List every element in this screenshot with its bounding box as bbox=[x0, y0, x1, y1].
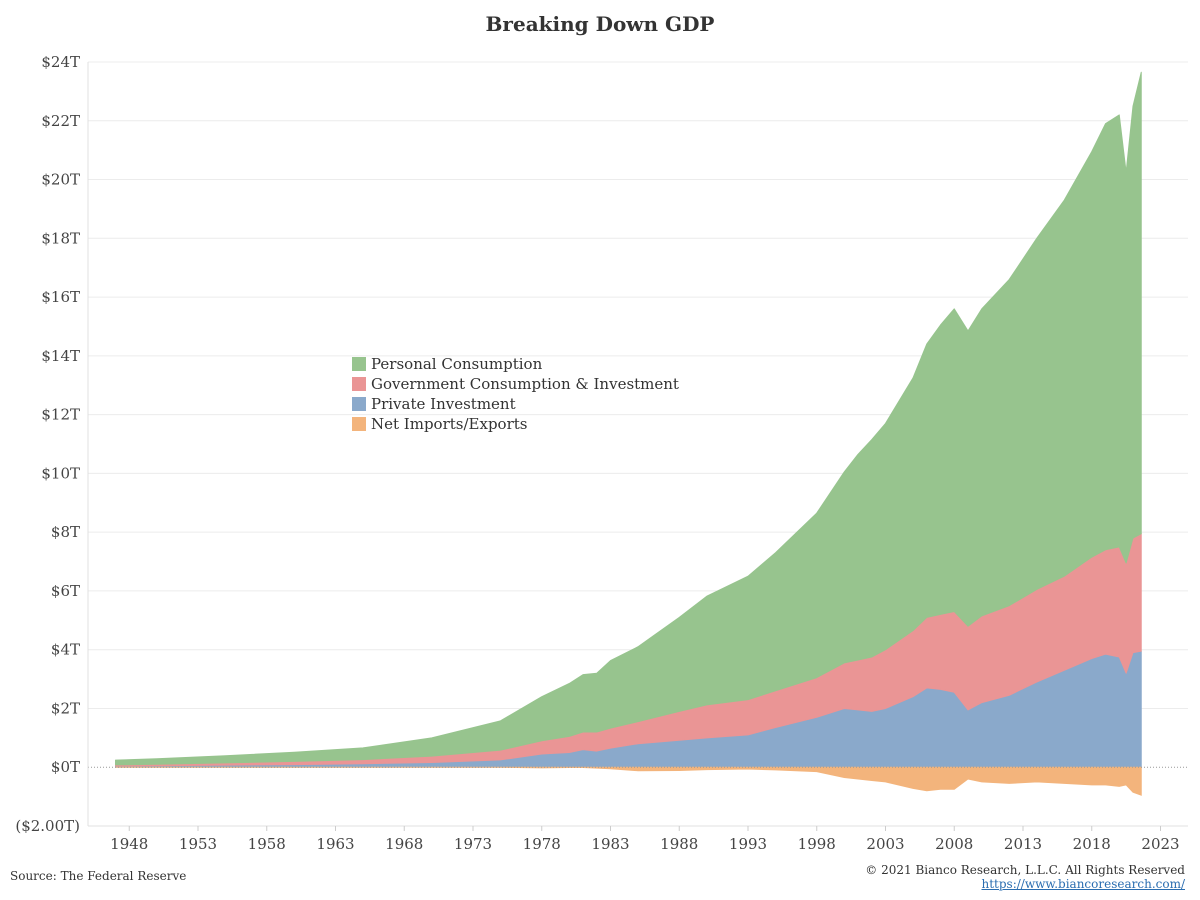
y-axis: ($2.00T) $0T $2T $4T $6T $8T $10T $12T $14T $16T $… bbox=[15, 53, 89, 835]
x-tick-label: 1988 bbox=[660, 835, 698, 853]
x-tick-label: 1973 bbox=[454, 835, 492, 853]
x-tick-label: 1948 bbox=[110, 835, 148, 853]
y-tick-label: ($2.00T) bbox=[15, 817, 80, 835]
y-tick-label: $20T bbox=[41, 171, 80, 189]
legend-item-net-exports: Net Imports/Exports bbox=[352, 414, 679, 434]
x-tick-label: 1968 bbox=[385, 835, 423, 853]
source-note: Source: The Federal Reserve bbox=[10, 869, 187, 883]
y-tick-label: $4T bbox=[51, 641, 80, 659]
legend-label: Government Consumption & Investment bbox=[371, 375, 679, 393]
y-tick-label: $12T bbox=[41, 406, 80, 424]
x-tick-label: 2008 bbox=[935, 835, 973, 853]
y-tick-label: $18T bbox=[41, 229, 80, 247]
legend-swatch bbox=[352, 377, 366, 391]
legend-item-government: Government Consumption & Investment bbox=[352, 374, 679, 394]
y-tick-label: $16T bbox=[41, 288, 80, 306]
legend-swatch bbox=[352, 357, 366, 371]
legend-label: Personal Consumption bbox=[371, 355, 543, 373]
x-tick-label: 1998 bbox=[798, 835, 836, 853]
legend-swatch bbox=[352, 417, 366, 431]
y-tick-label: $10T bbox=[41, 464, 80, 482]
x-tick-label: 2003 bbox=[866, 835, 904, 853]
legend-item-personal-consumption: Personal Consumption bbox=[352, 354, 679, 374]
legend-swatch bbox=[352, 397, 366, 411]
x-tick-label: 2013 bbox=[1004, 835, 1042, 853]
x-tick-label: 1958 bbox=[248, 835, 286, 853]
copyright-block: © 2021 Bianco Research, L.L.C. All Right… bbox=[865, 863, 1185, 891]
area-net-imports-exports bbox=[115, 766, 1142, 796]
y-tick-label: $8T bbox=[51, 523, 80, 541]
website-link[interactable]: https://www.biancoresearch.com/ bbox=[981, 877, 1185, 891]
x-tick-label: 2018 bbox=[1073, 835, 1111, 853]
y-tick-label: $6T bbox=[51, 582, 80, 600]
legend-item-private-investment: Private Investment bbox=[352, 394, 679, 414]
y-tick-label: $22T bbox=[41, 112, 80, 130]
legend-label: Net Imports/Exports bbox=[371, 415, 528, 433]
x-tick-label: 1963 bbox=[316, 835, 354, 853]
x-tick-label: 1993 bbox=[729, 835, 767, 853]
chart-title: Breaking Down GDP bbox=[485, 12, 715, 36]
x-tick-label: 1953 bbox=[179, 835, 217, 853]
y-tick-label: $24T bbox=[41, 53, 80, 71]
x-tick-label: 1983 bbox=[591, 835, 629, 853]
legend: Personal Consumption Government Consumpt… bbox=[352, 354, 679, 434]
area-personal-consumption bbox=[115, 71, 1142, 766]
x-tick-label: 2023 bbox=[1141, 835, 1179, 853]
copyright-text: © 2021 Bianco Research, L.L.C. All Right… bbox=[865, 863, 1185, 877]
x-axis: 1948 1953 1958 1963 1968 1973 1978 1983 1988 1993… bbox=[88, 825, 1188, 853]
y-tick-label: $14T bbox=[41, 347, 80, 365]
x-tick-label: 1978 bbox=[523, 835, 561, 853]
legend-label: Private Investment bbox=[371, 395, 516, 413]
y-tick-label: $0T bbox=[51, 758, 80, 776]
y-tick-label: $2T bbox=[51, 699, 80, 717]
